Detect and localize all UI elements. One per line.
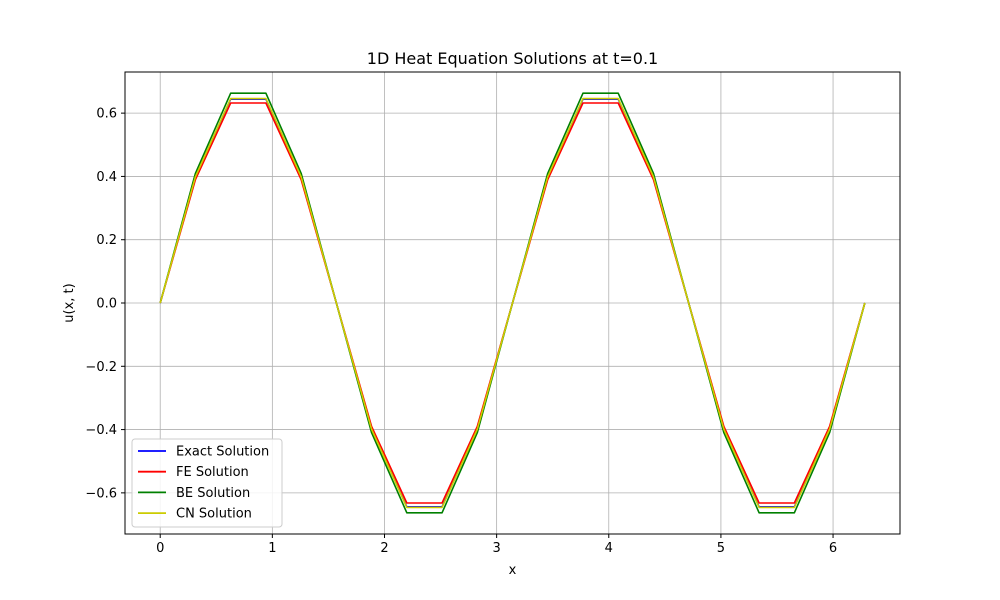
chart-title: 1D Heat Equation Solutions at t=0.1 xyxy=(367,49,658,68)
legend-box xyxy=(131,438,283,528)
legend-label-be-solution: BE Solution xyxy=(176,486,250,501)
x-tick-label: 4 xyxy=(605,541,613,556)
x-tick-label: 5 xyxy=(717,541,725,556)
y-axis-label: u(x, t) xyxy=(62,283,77,322)
y-tick-label: 0.6 xyxy=(96,107,117,122)
y-tick-label: −0.6 xyxy=(85,486,117,501)
legend-label-exact-solution: Exact Solution xyxy=(176,445,269,460)
series-line-cn-solution xyxy=(159,97,866,509)
x-tick-label: 1 xyxy=(268,541,276,556)
x-tick-label: 3 xyxy=(492,541,500,556)
y-tick-label: 0.4 xyxy=(96,170,117,185)
x-axis-label: x xyxy=(509,563,517,578)
x-tick-label: 0 xyxy=(156,541,164,556)
legend: Exact Solution FE Solution BE Solution CN S… xyxy=(131,438,283,528)
x-tick-label: 2 xyxy=(380,541,388,556)
legend-label-cn-solution: CN Solution xyxy=(176,507,252,522)
y-tick-label: −0.2 xyxy=(85,360,117,375)
legend-label-fe-solution: FE Solution xyxy=(176,465,249,480)
grid xyxy=(125,72,900,534)
x-tick-label: 6 xyxy=(829,541,837,556)
y-tick-label: −0.4 xyxy=(85,423,117,438)
y-tick-label: 0.2 xyxy=(96,233,117,248)
x-axis-ticks: 0 1 2 3 4 5 6 xyxy=(156,534,837,556)
y-axis-ticks: −0.6 −0.4 −0.2 0.0 0.2 0.4 0.6 xyxy=(85,107,125,501)
series-lines xyxy=(159,92,866,514)
y-tick-label: 0.0 xyxy=(96,297,117,312)
